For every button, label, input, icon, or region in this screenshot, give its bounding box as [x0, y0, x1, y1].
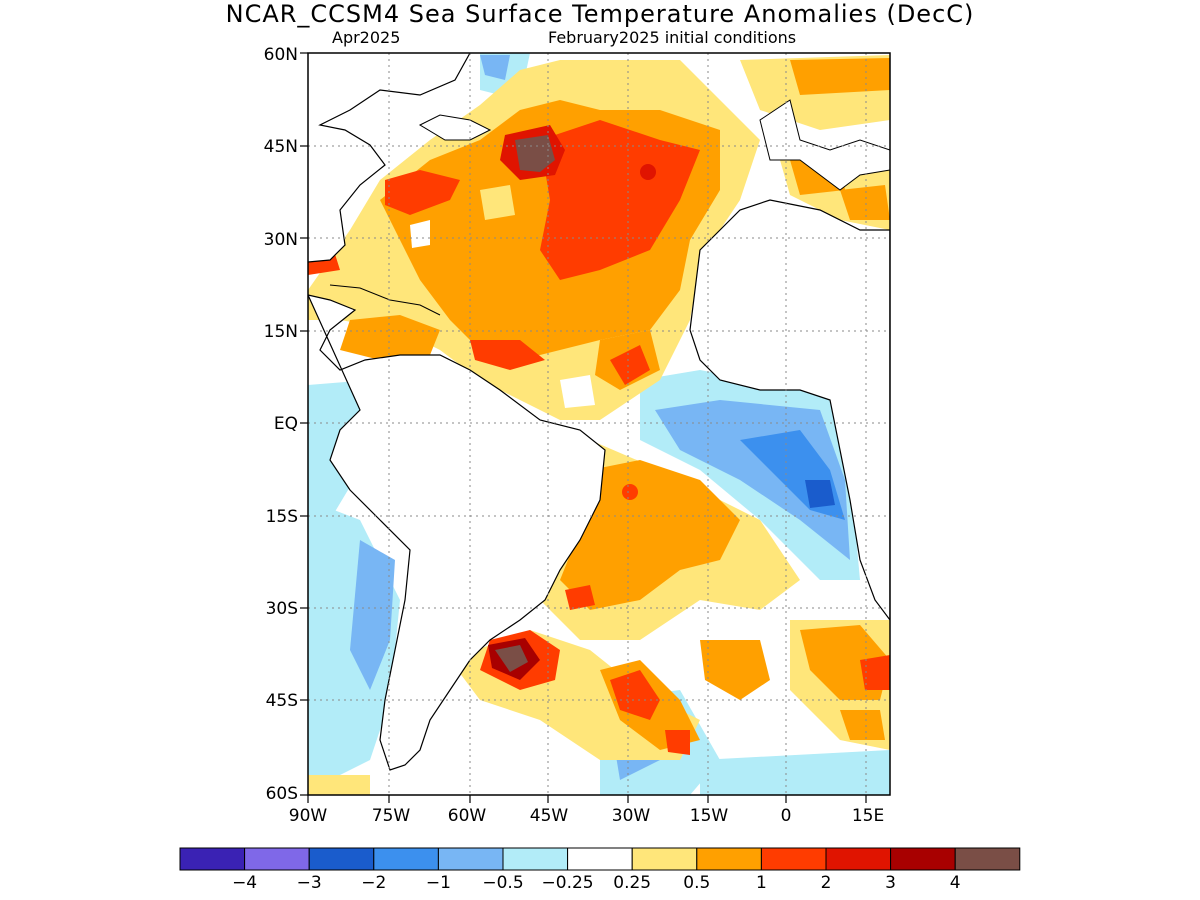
anomaly-patch [860, 655, 890, 690]
colorbar [179, 847, 1021, 871]
colorbar-swatch [890, 847, 956, 871]
axis-ticks [300, 52, 867, 803]
land-europe [759, 99, 890, 191]
colorbar-swatch [437, 847, 504, 871]
anomaly-patch [470, 340, 545, 370]
colorbar-swatch [631, 847, 698, 871]
anomaly-field [308, 53, 890, 795]
lon-label-0: 0 [780, 806, 792, 826]
lat-label-30s: 30S [265, 599, 298, 619]
colorbar-swatch [825, 847, 892, 871]
colorbar-label: −3 [296, 873, 322, 893]
anomaly-patch [480, 55, 510, 80]
anomaly-patch [622, 484, 638, 500]
colorbar-swatch [567, 847, 633, 871]
colorbar-swatch [244, 847, 310, 871]
lon-label-45w: 45W [529, 806, 569, 826]
colorbar-swatch [179, 847, 246, 871]
colorbar-swatch [954, 847, 1021, 871]
colorbar-swatch [760, 847, 827, 871]
lon-label-60w: 60W [447, 806, 487, 826]
land-north-america [308, 125, 385, 262]
colorbar-swatch [308, 847, 375, 871]
valid-month-label: Apr2025 [332, 28, 401, 47]
anomaly-patch [610, 345, 650, 385]
map-title: NCAR_CCSM4 Sea Surface Temperature Anoma… [225, 0, 975, 28]
lat-label-60s: 60S [265, 784, 298, 804]
anomaly-patch [350, 540, 395, 690]
coastline [308, 53, 471, 263]
colorbar-swatch [373, 847, 439, 871]
coastline [329, 284, 441, 316]
colorbar-label: −1 [425, 873, 451, 893]
anomaly-patch [385, 170, 460, 215]
anomaly-patch [495, 645, 528, 672]
colorbar-label: 4 [949, 873, 961, 893]
anomaly-patch [610, 670, 660, 720]
anomaly-patch [480, 185, 515, 220]
map-frame [307, 52, 891, 796]
colorbar-label: −2 [361, 873, 387, 893]
anomaly-patch [340, 315, 440, 360]
anomaly-patch [308, 775, 370, 795]
colorbar-swatch [696, 847, 762, 871]
init-conditions-label: February2025 initial conditions [548, 28, 797, 47]
lon-label-75w: 75W [371, 806, 411, 826]
colorbar-label: −0.25 [541, 873, 594, 893]
lat-label-eq: EQ [273, 414, 298, 434]
anomaly-patch [560, 375, 595, 408]
anomaly-patch [805, 480, 835, 508]
anomaly-patch [410, 220, 430, 248]
lat-label-15s: 15S [265, 507, 298, 527]
anomaly-patch [790, 58, 890, 95]
colorbar-label: 0.25 [613, 873, 652, 893]
lon-label-90w: 90W [288, 806, 328, 826]
lon-label-15w: 15W [689, 806, 729, 826]
colorbar-label: 0.5 [683, 873, 711, 893]
lon-label-30w: 30W [611, 806, 651, 826]
lat-label-45n: 45N [263, 137, 298, 157]
anomaly-patch [840, 710, 885, 740]
anomaly-patch [560, 460, 740, 610]
lat-label-45s: 45S [265, 691, 298, 711]
lon-label-15e: 15E [851, 806, 885, 826]
lat-label-15n: 15N [263, 322, 298, 342]
lat-label-60n: 60N [263, 45, 298, 65]
anomaly-patch [840, 185, 890, 220]
colorbar-label: −0.5 [482, 873, 524, 893]
colorbar-swatch [502, 847, 569, 871]
anomaly-patch [540, 120, 700, 280]
coastline [418, 114, 492, 141]
anomaly-patch [565, 585, 595, 610]
lat-label-30n: 30N [263, 230, 298, 250]
anomaly-patch [700, 640, 770, 700]
colorbar-label: 1 [755, 873, 767, 893]
colorbar-label: −4 [232, 873, 258, 893]
anomaly-patch [515, 135, 555, 172]
land-south-america [308, 294, 606, 771]
anomaly-patch [640, 164, 656, 180]
colorbar-label: 3 [885, 873, 896, 893]
anomaly-patch [665, 730, 690, 755]
land-africa [689, 199, 890, 621]
colorbar-label: 2 [820, 873, 832, 893]
graticule [308, 53, 890, 795]
anomaly-patch [700, 750, 890, 795]
